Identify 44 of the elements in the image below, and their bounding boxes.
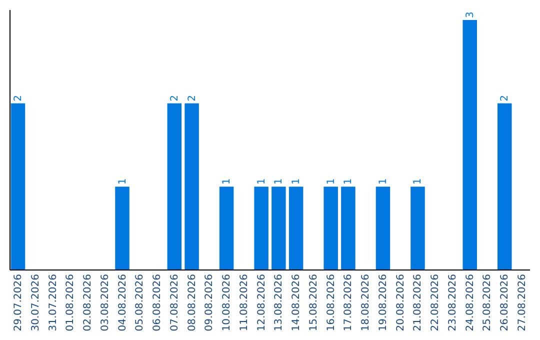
data-label: 1 — [326, 178, 337, 185]
x-tick-label: 07.08.2026 — [169, 274, 180, 332]
x-tick-label: 18.08.2026 — [360, 274, 372, 332]
data-label: 2 — [500, 94, 511, 102]
x-tick-label: 12.08.2026 — [256, 274, 268, 332]
x-tick-label: 24.08.2026 — [464, 274, 476, 332]
x-tick-label: 17.08.2026 — [343, 274, 354, 332]
x-tick-label: 26.08.2026 — [500, 274, 511, 332]
data-label: 2 — [169, 94, 180, 102]
data-label: 2 — [12, 94, 24, 102]
x-tick-label: 19.08.2026 — [378, 274, 389, 332]
x-tick-label: 11.08.2026 — [238, 274, 250, 332]
data-label: 3 — [464, 12, 476, 18]
x-tick-label: 23.08.2026 — [447, 274, 458, 332]
data-label: 1 — [343, 178, 354, 185]
x-tick-label: 25.08.2026 — [482, 274, 494, 332]
x-tick-label: 13.08.2026 — [274, 274, 285, 332]
data-label: 1 — [291, 178, 302, 185]
data-label: 1 — [256, 178, 268, 185]
x-tick-label: 05.08.2026 — [134, 274, 146, 332]
data-label: 1 — [222, 178, 233, 185]
x-tick-label: 08.08.2026 — [186, 274, 198, 332]
data-label: 1 — [274, 178, 285, 185]
data-label: 1 — [117, 178, 128, 185]
x-tick-label: 06.08.2026 — [152, 274, 164, 332]
x-tick-label: 16.08.2026 — [326, 274, 337, 332]
x-tick-label: 01.08.2026 — [65, 274, 76, 332]
x-tick-label: 09.08.2026 — [204, 274, 216, 332]
x-tick-label: 30.07.2026 — [30, 274, 42, 332]
x-tick-label: 31.07.2026 — [48, 274, 59, 332]
x-tick-label: 02.08.2026 — [82, 274, 94, 332]
x-tick-label: 22.08.2026 — [430, 274, 442, 332]
x-tick-label: 04.08.2026 — [117, 274, 128, 332]
x-tick-label: 21.08.2026 — [412, 274, 424, 332]
x-tick-label: 10.08.2026 — [222, 274, 233, 332]
x-tick-label: 03.08.2026 — [100, 274, 111, 332]
x-tick-label: 20.08.2026 — [395, 274, 406, 332]
data-label: 2 — [186, 94, 198, 102]
x-tick-label: 14.08.2026 — [291, 274, 302, 332]
x-tick-label: 29.07.2026 — [12, 274, 24, 332]
data-label: 1 — [378, 178, 389, 185]
x-tick-label: 27.08.2026 — [517, 274, 528, 332]
x-tick-label: 15.08.2026 — [308, 274, 320, 332]
data-label: 1 — [412, 178, 424, 185]
